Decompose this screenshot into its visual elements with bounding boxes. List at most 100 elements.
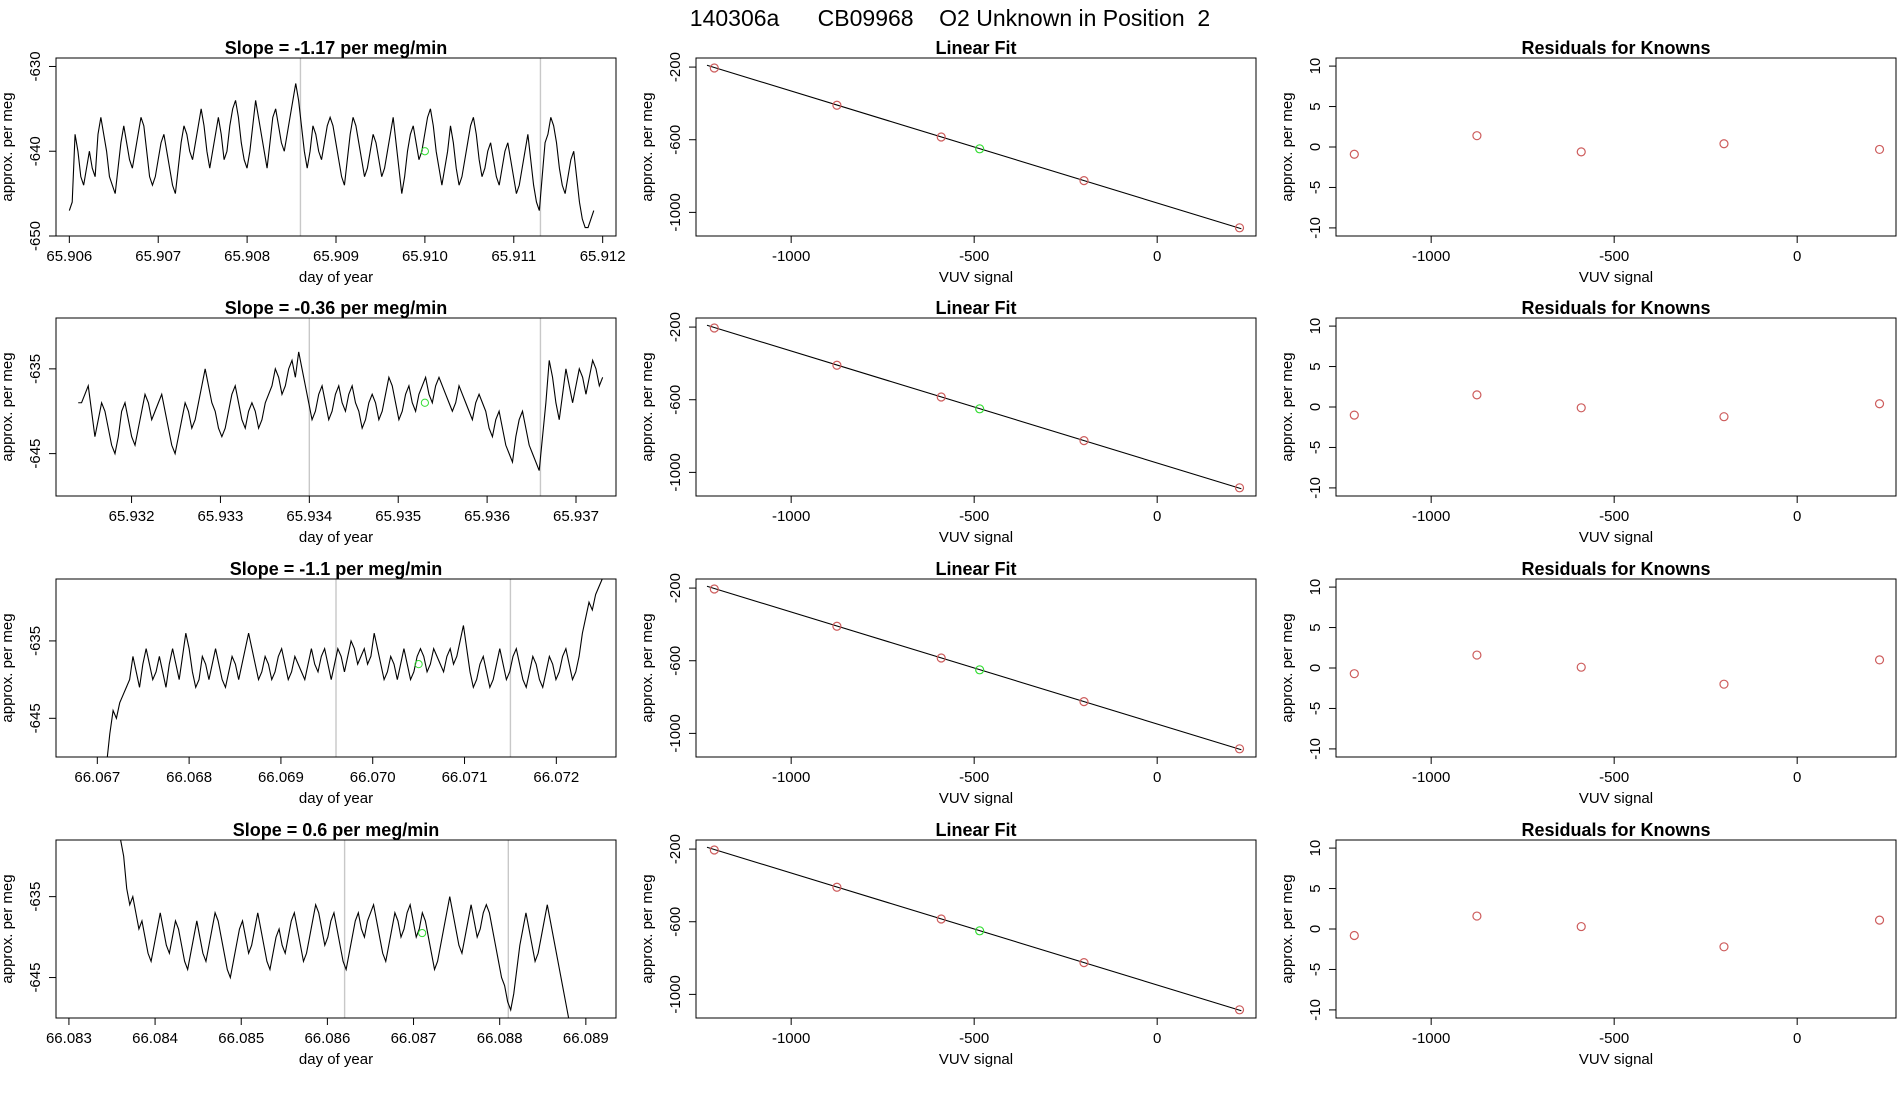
- y-tick-label: -645: [27, 439, 44, 469]
- y-axis-label: approx. per meg: [639, 874, 656, 983]
- unknown-point: [975, 665, 985, 675]
- known-point: [1719, 412, 1729, 422]
- x-tick-label: 66.083: [46, 1030, 92, 1047]
- x-tick-label: -500: [959, 248, 989, 265]
- panel-5: Linear Fit VUV signal approx. per meg -1000…: [639, 298, 1257, 546]
- plot-frame: [55, 57, 617, 237]
- known-point: [1874, 399, 1885, 409]
- panel-3: Residuals for Knowns VUV signal approx. pe…: [1279, 38, 1897, 286]
- fit-line: [706, 64, 1242, 230]
- panel-title: Linear Fit: [935, 298, 1016, 318]
- x-tick-label: 0: [1153, 248, 1161, 265]
- plot-frame: [695, 839, 1257, 1019]
- series-line: [68, 83, 595, 229]
- known-point: [936, 392, 946, 402]
- x-tick-label: -500: [959, 1030, 989, 1047]
- known-point: [1079, 697, 1089, 707]
- x-tick-label: -500: [1599, 769, 1629, 786]
- unknown-point: [420, 398, 429, 407]
- plot-area: [1349, 911, 1885, 952]
- y-tick-label: 0: [1307, 403, 1324, 411]
- fit-line: [706, 585, 1242, 751]
- x-tick-label: 0: [1793, 769, 1801, 786]
- x-axis-label: day of year: [299, 790, 373, 807]
- known-point: [1576, 662, 1586, 672]
- x-tick-label: 66.070: [350, 769, 396, 786]
- x-tick-label: 66.067: [74, 769, 120, 786]
- x-tick-label: 0: [1153, 508, 1161, 525]
- panel-title: Slope = 0.6 per meg/min: [233, 820, 440, 840]
- y-axis-label: approx. per meg: [639, 92, 656, 201]
- x-tick-label: -1000: [772, 248, 810, 265]
- x-axis-label: VUV signal: [1579, 269, 1653, 286]
- known-point: [1472, 390, 1482, 400]
- plot-frame: [55, 317, 617, 497]
- y-axis-label: approx. per meg: [1279, 92, 1296, 201]
- y-tick-label: -10: [1307, 217, 1324, 239]
- panel-title: Linear Fit: [935, 820, 1016, 840]
- known-point: [936, 653, 946, 663]
- x-tick-label: -500: [959, 769, 989, 786]
- unknown-point: [420, 147, 429, 156]
- plot-frame: [1335, 317, 1897, 497]
- plot-area: [1349, 650, 1885, 689]
- x-tick-label: 65.935: [375, 508, 421, 525]
- panel-title: Residuals for Knowns: [1521, 298, 1710, 318]
- y-tick-label: -5: [1307, 963, 1324, 976]
- panel-1: Slope = -1.17 per meg/min day of year appr…: [0, 38, 626, 286]
- panel-title: Residuals for Knowns: [1521, 38, 1710, 58]
- known-point: [832, 621, 842, 631]
- x-tick-label: 66.069: [258, 769, 304, 786]
- panel-10: Slope = 0.6 per meg/min day of year approx…: [0, 820, 617, 1068]
- known-point: [1234, 1005, 1245, 1015]
- y-tick-label: -10: [1307, 477, 1324, 499]
- known-point: [1719, 942, 1729, 952]
- x-tick-label: 65.909: [313, 248, 359, 265]
- known-point: [1472, 911, 1482, 921]
- unknown-point: [975, 404, 985, 414]
- known-point: [1719, 679, 1729, 689]
- x-tick-label: 66.084: [132, 1030, 178, 1047]
- panels: Slope = -1.17 per meg/min day of year appr…: [0, 38, 1897, 1068]
- x-tick-label: 0: [1793, 508, 1801, 525]
- plot-frame: [695, 578, 1257, 758]
- y-tick-label: 0: [1307, 925, 1324, 933]
- x-axis-label: VUV signal: [939, 269, 1013, 286]
- y-tick-label: -645: [27, 963, 44, 993]
- panel-8: Linear Fit VUV signal approx. per meg -1000…: [639, 559, 1257, 807]
- plot-area: [78, 318, 604, 496]
- panel-6: Residuals for Knowns VUV signal approx. pe…: [1279, 298, 1897, 546]
- series-line: [78, 351, 604, 471]
- y-tick-label: 0: [1307, 143, 1324, 151]
- known-point: [1349, 410, 1359, 420]
- x-tick-label: 66.085: [218, 1030, 264, 1047]
- x-tick-label: -500: [959, 508, 989, 525]
- x-tick-label: 65.908: [224, 248, 270, 265]
- known-point: [709, 323, 719, 333]
- y-tick-label: 10: [1307, 58, 1324, 75]
- plot-area: [1349, 131, 1885, 159]
- panel-9: Residuals for Knowns VUV signal approx. pe…: [1279, 559, 1897, 807]
- x-tick-label: 0: [1793, 1030, 1801, 1047]
- x-tick-label: 66.071: [442, 769, 488, 786]
- plot-frame: [1335, 578, 1897, 758]
- x-axis-label: day of year: [299, 1051, 373, 1068]
- x-tick-label: -1000: [1412, 1030, 1450, 1047]
- y-tick-label: -600: [667, 907, 684, 937]
- x-tick-label: 66.068: [166, 769, 212, 786]
- y-axis-label: approx. per meg: [1279, 613, 1296, 722]
- panel-7: Slope = -1.1 per meg/min day of year appro…: [0, 559, 617, 807]
- plot-area: [706, 845, 1245, 1015]
- panel-12: Residuals for Knowns VUV signal approx. pe…: [1279, 820, 1897, 1068]
- page-title: 140306a CB09968 O2 Unknown in Position 2: [690, 5, 1210, 31]
- x-tick-label: -1000: [772, 508, 810, 525]
- y-tick-label: -635: [27, 354, 44, 384]
- x-axis-label: day of year: [299, 529, 373, 546]
- x-tick-label: -500: [1599, 1030, 1629, 1047]
- panel-title: Linear Fit: [935, 38, 1016, 58]
- y-axis-label: approx. per meg: [0, 92, 16, 201]
- known-point: [1472, 131, 1482, 141]
- y-tick-label: -10: [1307, 999, 1324, 1021]
- known-point: [1349, 930, 1359, 941]
- plot-frame: [695, 57, 1257, 237]
